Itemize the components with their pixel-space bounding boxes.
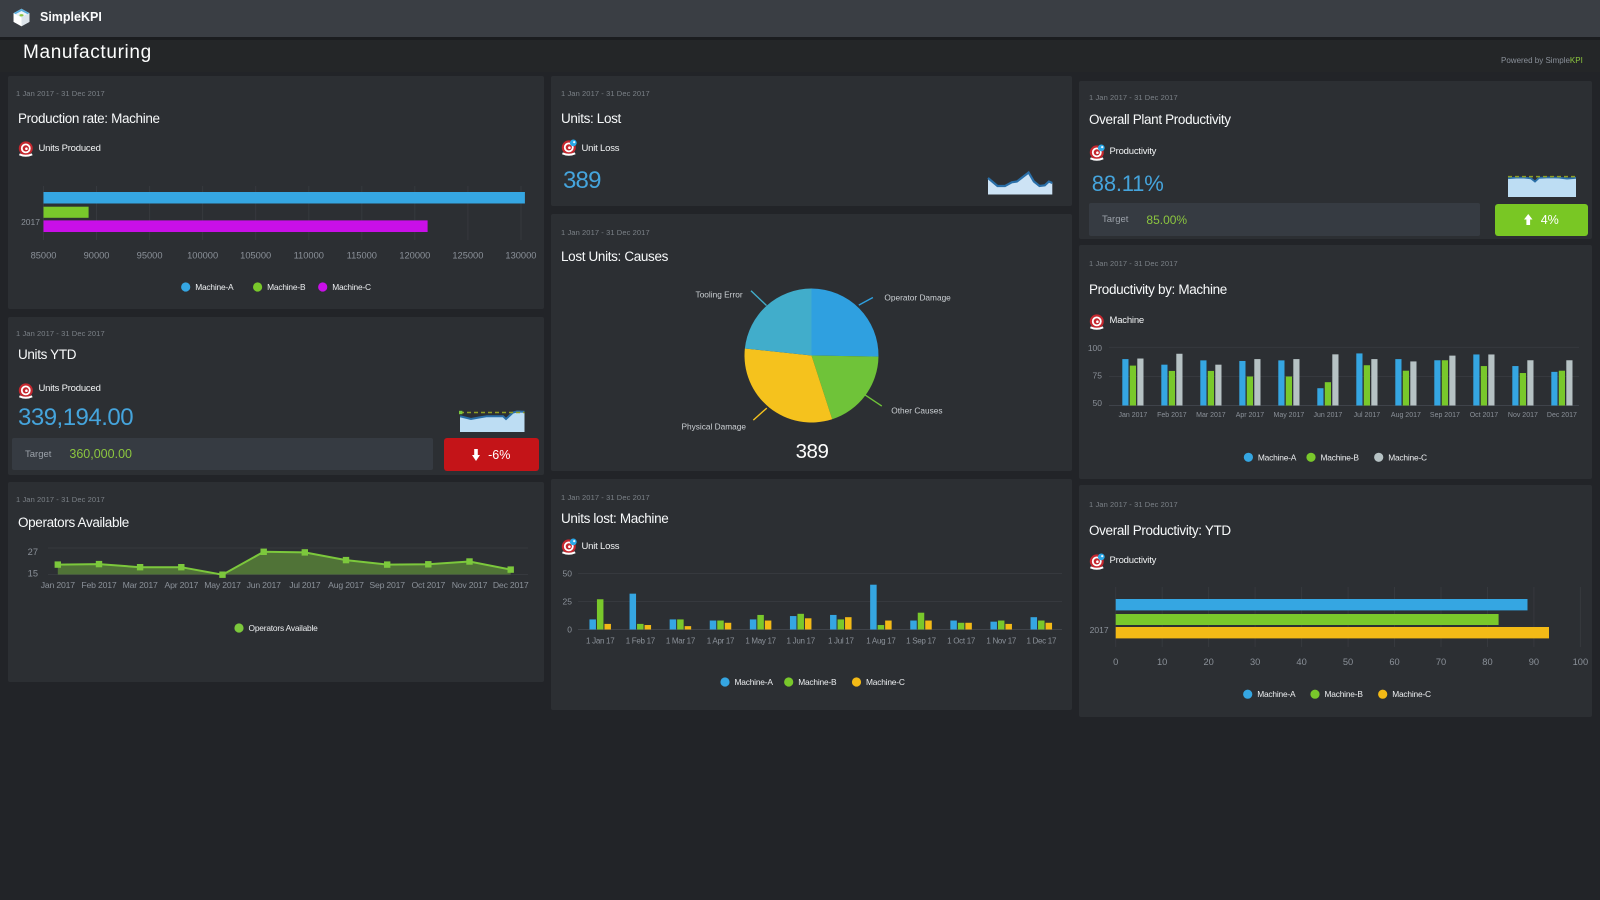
svg-text:50: 50 — [1343, 657, 1353, 667]
svg-text:Sep 2017: Sep 2017 — [369, 580, 405, 590]
svg-text:95000: 95000 — [137, 250, 163, 260]
svg-text:110000: 110000 — [294, 250, 324, 260]
svg-text:May 2017: May 2017 — [1274, 412, 1305, 419]
svg-text:105000: 105000 — [240, 250, 271, 260]
svg-text:1 Nov 17: 1 Nov 17 — [986, 637, 1016, 646]
svg-text:2017: 2017 — [21, 217, 40, 227]
svg-text:25: 25 — [563, 597, 573, 607]
svg-text:90: 90 — [1529, 657, 1539, 667]
svg-text:Machine-C: Machine-C — [332, 282, 371, 292]
svg-text:1 Apr 17: 1 Apr 17 — [707, 637, 735, 646]
svg-text:Jul 2017: Jul 2017 — [1354, 412, 1381, 419]
svg-text:Jan 2017: Jan 2017 — [1118, 412, 1147, 419]
svg-text:Feb 2017: Feb 2017 — [1157, 412, 1187, 419]
svg-text:Mar 2017: Mar 2017 — [1196, 412, 1226, 419]
svg-text:Apr 2017: Apr 2017 — [1236, 412, 1265, 419]
svg-text:1 Feb 17: 1 Feb 17 — [626, 637, 656, 646]
svg-text:Other Causes: Other Causes — [891, 406, 942, 416]
svg-text:389: 389 — [796, 440, 829, 463]
svg-text:120000: 120000 — [399, 250, 430, 260]
svg-text:130000: 130000 — [505, 250, 536, 260]
svg-text:Feb 2017: Feb 2017 — [81, 580, 116, 590]
svg-text:1 Jul 17: 1 Jul 17 — [828, 637, 854, 646]
svg-text:1 Jun 17: 1 Jun 17 — [787, 637, 816, 646]
svg-text:Machine-A: Machine-A — [1257, 689, 1296, 699]
svg-text:Machine-B: Machine-B — [1325, 689, 1364, 699]
svg-text:Nov 2017: Nov 2017 — [1508, 412, 1538, 419]
svg-text:10: 10 — [1157, 657, 1167, 667]
svg-text:Machine-C: Machine-C — [866, 677, 905, 687]
svg-text:100: 100 — [1088, 343, 1102, 353]
svg-text:Apr 2017: Apr 2017 — [164, 580, 198, 590]
svg-text:0: 0 — [1113, 657, 1118, 667]
svg-text:Operator Damage: Operator Damage — [884, 293, 951, 303]
svg-text:20: 20 — [1203, 657, 1213, 667]
svg-text:Oct 2017: Oct 2017 — [412, 580, 446, 590]
svg-text:1 Mar 17: 1 Mar 17 — [666, 637, 696, 646]
svg-text:115000: 115000 — [347, 250, 377, 260]
svg-text:30: 30 — [1250, 657, 1260, 667]
svg-text:60: 60 — [1389, 657, 1399, 667]
svg-text:Nov 2017: Nov 2017 — [452, 580, 488, 590]
svg-text:Jan 2017: Jan 2017 — [41, 580, 76, 590]
svg-text:Sep 2017: Sep 2017 — [1430, 412, 1460, 419]
svg-text:27: 27 — [28, 547, 38, 557]
svg-text:80: 80 — [1482, 657, 1492, 667]
svg-text:Aug 2017: Aug 2017 — [328, 580, 364, 590]
svg-text:1 Dec 17: 1 Dec 17 — [1026, 637, 1056, 646]
svg-text:125000: 125000 — [452, 250, 483, 260]
svg-text:85000: 85000 — [31, 250, 57, 260]
svg-text:Machine-B: Machine-B — [267, 282, 306, 292]
svg-text:Jul 2017: Jul 2017 — [289, 580, 321, 590]
svg-text:Jun 2017: Jun 2017 — [1313, 412, 1342, 419]
svg-text:Machine-A: Machine-A — [1258, 452, 1297, 462]
svg-text:Machine-C: Machine-C — [1392, 689, 1431, 699]
svg-text:40: 40 — [1296, 657, 1306, 667]
svg-text:Oct 2017: Oct 2017 — [1470, 412, 1499, 419]
svg-text:1 Jan 17: 1 Jan 17 — [586, 637, 615, 646]
svg-text:90000: 90000 — [84, 250, 110, 260]
svg-text:1 Oct 17: 1 Oct 17 — [947, 637, 976, 646]
svg-text:50: 50 — [1093, 398, 1103, 408]
svg-text:Machine-A: Machine-A — [195, 282, 234, 292]
svg-text:Tooling Error: Tooling Error — [696, 290, 743, 300]
svg-text:Mar 2017: Mar 2017 — [123, 580, 158, 590]
svg-text:Machine-C: Machine-C — [1388, 452, 1427, 462]
svg-text:Machine-B: Machine-B — [798, 677, 837, 687]
svg-text:Aug 2017: Aug 2017 — [1391, 412, 1421, 419]
svg-text:Physical Damage: Physical Damage — [681, 422, 746, 432]
svg-text:70: 70 — [1436, 657, 1446, 667]
svg-text:50: 50 — [563, 569, 573, 579]
svg-text:1 May 17: 1 May 17 — [745, 637, 776, 646]
svg-text:Operators Available: Operators Available — [249, 623, 319, 633]
svg-text:Jun 2017: Jun 2017 — [247, 580, 282, 590]
svg-text:May 2017: May 2017 — [204, 580, 241, 590]
svg-text:15: 15 — [28, 569, 38, 579]
svg-text:Dec 2017: Dec 2017 — [493, 580, 529, 590]
svg-text:Machine-B: Machine-B — [1321, 452, 1360, 462]
svg-text:75: 75 — [1093, 371, 1103, 381]
svg-text:Dec 2017: Dec 2017 — [1547, 412, 1577, 419]
svg-text:1 Aug 17: 1 Aug 17 — [866, 637, 896, 646]
svg-text:100: 100 — [1573, 657, 1589, 667]
svg-text:Machine-A: Machine-A — [735, 677, 774, 687]
svg-text:2017: 2017 — [1090, 625, 1109, 635]
svg-text:0: 0 — [567, 625, 572, 635]
svg-text:1 Sep 17: 1 Sep 17 — [906, 637, 936, 646]
svg-text:100000: 100000 — [187, 250, 218, 260]
